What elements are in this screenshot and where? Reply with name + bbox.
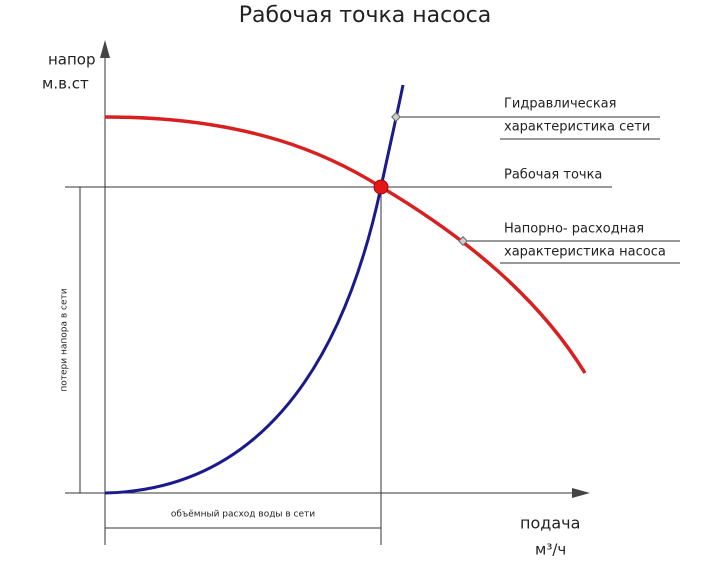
y-arrow — [100, 40, 110, 58]
y-axis-unit: м.в.ст — [42, 75, 89, 93]
x-arrow — [572, 488, 590, 498]
head-loss-label: потери напора в сети — [60, 288, 70, 391]
flow-label: объёмный расход воды в сети — [171, 510, 315, 520]
annotation: Гидравлическая — [504, 97, 616, 112]
y-axis-label: напор — [48, 51, 96, 69]
leader-marker — [458, 236, 468, 246]
annotation: характеристика насоса — [504, 245, 666, 260]
annotation: Напорно- расходная — [504, 222, 644, 237]
leader-marker — [391, 112, 401, 122]
annotation: характеристика сети — [504, 120, 650, 135]
title: Рабочая точка насоса — [239, 3, 492, 28]
operating-point — [373, 179, 389, 195]
annotation: Рабочая точка — [504, 168, 602, 183]
network-curve — [104, 84, 405, 495]
x-axis-unit: м³/ч — [535, 541, 566, 559]
x-axis-label: подача — [520, 514, 580, 533]
